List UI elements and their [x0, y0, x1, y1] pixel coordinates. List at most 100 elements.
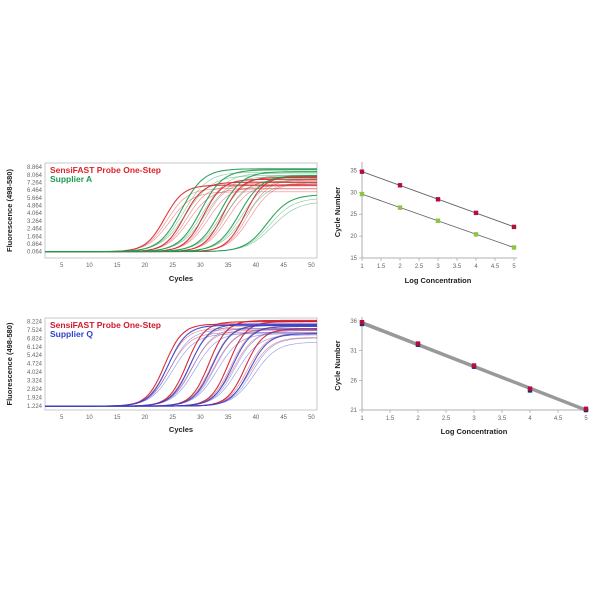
legend-entry: SensiFAST Probe One-Step [50, 320, 161, 330]
x-axis-title: Cycles [169, 425, 193, 434]
x-tick-label: 15 [114, 415, 121, 421]
data-point [359, 319, 365, 325]
x-tick-label: 10 [86, 263, 93, 269]
x-tick-label: 4 [474, 264, 478, 270]
data-point [511, 224, 517, 230]
y-tick-label: 5.424 [27, 353, 43, 359]
y-axis-title: Fluorescence (498-580) [5, 169, 14, 252]
x-tick-label: 2 [398, 264, 402, 270]
x-tick-label: 1.5 [377, 264, 386, 270]
x-tick-label: 3 [436, 264, 440, 270]
amplification-curve-supplier-a [45, 202, 318, 252]
x-tick-label: 25 [169, 415, 176, 421]
y-tick-label: 7.264 [27, 181, 43, 187]
data-point [359, 169, 365, 174]
x-tick-label: 40 [253, 415, 260, 421]
y-tick-label: 2.624 [27, 387, 43, 393]
y-tick-label: 7.524 [27, 328, 43, 334]
plot-area [44, 317, 318, 411]
chart-2: 1 1.5 2 2.5 3 3.5 4 4.5 5 15 20 25 30 35 Log Concentra… [333, 162, 517, 285]
y-tick-label: 3.324 [27, 379, 43, 385]
x-tick-label: 5 [60, 263, 64, 269]
y-tick-label: 36 [350, 319, 357, 325]
x-axis-title: Log Concentration [405, 276, 472, 285]
y-tick-label: 31 [350, 349, 357, 355]
y-tick-label: 8.064 [27, 173, 43, 179]
y-tick-label: 8.864 [27, 165, 43, 171]
y-tick-label: 26 [350, 378, 357, 384]
data-point [511, 245, 517, 250]
y-tick-label: 1.664 [27, 234, 43, 240]
data-point [359, 191, 365, 197]
data-point [435, 197, 441, 202]
x-tick-label: 4.5 [491, 264, 500, 270]
x-tick-label: 25 [169, 263, 176, 269]
x-tick-label: 15 [114, 263, 121, 269]
y-axis-title: Cycle Number [333, 187, 342, 238]
x-axis-title: Cycles [169, 274, 193, 283]
y-tick-label: 35 [350, 168, 357, 174]
x-tick-label: 2.5 [442, 416, 451, 422]
y-tick-label: 25 [350, 212, 357, 218]
y-tick-label: 6.464 [27, 188, 43, 194]
data-point [527, 386, 533, 391]
x-tick-label: 1.5 [386, 416, 395, 422]
legend-entry: Supplier Q [50, 329, 93, 339]
data-point [473, 232, 479, 237]
chart-4: 1 1.5 2 2.5 3 3.5 4 4.5 5 21 26 31 36 Log Concentrati… [333, 317, 589, 436]
y-tick-label: 21 [350, 408, 357, 414]
x-tick-label: 45 [280, 263, 287, 269]
y-axis-title: Fluorescence (498-580) [5, 322, 14, 405]
x-tick-label: 45 [280, 415, 287, 421]
x-tick-label: 2.5 [415, 264, 424, 270]
x-tick-label: 2 [416, 416, 420, 422]
data-point [397, 183, 403, 188]
x-tick-label: 5 [584, 416, 588, 422]
data-point [415, 341, 421, 346]
y-tick-label: 1.224 [27, 404, 43, 410]
x-tick-label: 30 [197, 415, 204, 421]
y-tick-label: 4.064 [27, 211, 43, 217]
y-tick-label: 6.124 [27, 345, 43, 351]
y-tick-label: 6.824 [27, 336, 43, 342]
legend-entry: Supplier A [50, 174, 92, 184]
x-tick-label: 20 [142, 263, 149, 269]
x-tick-label: 50 [308, 263, 315, 269]
amplification-curve-supplier-q [45, 342, 318, 407]
x-tick-label: 40 [253, 263, 260, 269]
x-tick-label: 1 [360, 264, 364, 270]
data-point [583, 406, 589, 412]
x-tick-label: 3.5 [498, 416, 507, 422]
y-axis-title: Cycle Number [333, 340, 342, 391]
data-point [473, 210, 479, 216]
y-tick-label: 3.264 [27, 219, 43, 225]
x-tick-label: 5 [512, 264, 516, 270]
x-tick-label: 10 [86, 415, 93, 421]
y-tick-label: 1.924 [27, 396, 43, 402]
x-tick-label: 35 [225, 263, 232, 269]
y-tick-label: 20 [350, 234, 357, 240]
x-tick-label: 20 [142, 415, 149, 421]
y-tick-label: 4.864 [27, 204, 43, 210]
x-axis-title: Log Concentration [441, 427, 508, 436]
data-point [435, 218, 441, 223]
x-tick-label: 30 [197, 263, 204, 269]
y-tick-label: 8.224 [27, 319, 43, 325]
y-tick-label: 4.024 [27, 370, 43, 376]
x-tick-label: 1 [360, 416, 364, 422]
y-tick-label: 15 [350, 256, 357, 262]
x-tick-label: 50 [308, 415, 315, 421]
y-tick-label: 2.464 [27, 227, 43, 233]
chart-3: 5 10 15 20 25 30 35 40 45 50 1.224 1.924 2.624 3.324 4… [5, 317, 318, 434]
x-tick-label: 4 [528, 416, 532, 422]
x-tick-label: 35 [225, 415, 232, 421]
y-tick-label: 4.724 [27, 362, 43, 368]
x-tick-label: 3.5 [453, 264, 462, 270]
x-tick-label: 3 [472, 416, 476, 422]
y-tick-label: 0.064 [27, 250, 43, 256]
y-tick-label: 0.864 [27, 242, 43, 248]
x-tick-label: 4.5 [554, 416, 563, 422]
data-point [397, 205, 403, 210]
y-tick-label: 5.664 [27, 196, 43, 202]
